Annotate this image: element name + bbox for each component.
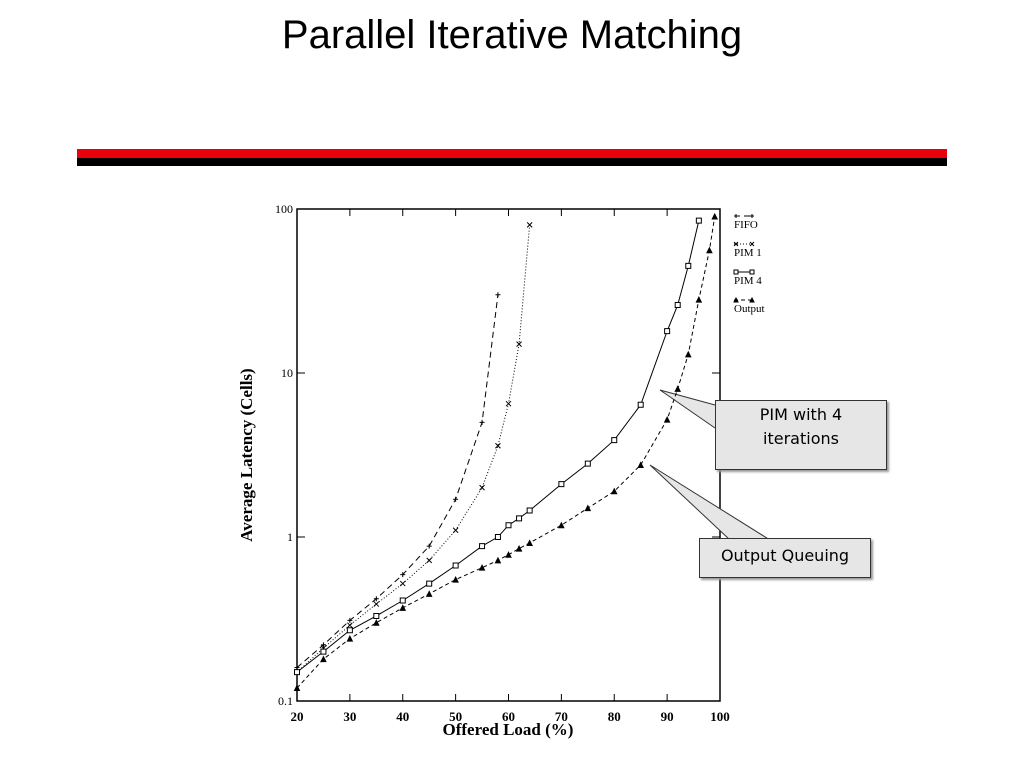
x-tick-label: 20 — [291, 709, 304, 724]
data-point — [505, 400, 512, 407]
callout: Output Queuing — [699, 538, 871, 578]
callout-text: Output Queuing — [720, 546, 850, 565]
legend-label: FIFO — [734, 219, 758, 231]
data-point — [452, 562, 459, 569]
legend-marker — [733, 241, 755, 247]
data-point — [320, 648, 327, 655]
data-point — [558, 521, 565, 529]
series-line — [296, 224, 531, 673]
data-point — [399, 604, 407, 611]
data-point — [426, 557, 433, 564]
data-point — [479, 543, 486, 550]
legend-label: PIM 4 — [734, 275, 762, 287]
data-point — [584, 460, 591, 467]
data-point — [706, 246, 713, 254]
data-point — [584, 504, 592, 512]
data-point — [452, 527, 459, 534]
data-point — [425, 590, 433, 597]
data-point — [610, 487, 618, 495]
data-point — [346, 635, 354, 642]
slide-title: Parallel Iterative Matching — [282, 13, 742, 57]
data-point — [505, 551, 512, 558]
data-point — [695, 296, 703, 303]
data-point — [400, 572, 406, 578]
x-tick-label: 40 — [396, 709, 409, 724]
data-point — [347, 617, 353, 623]
legend-label: Output — [734, 303, 765, 315]
data-point — [515, 544, 523, 552]
data-point — [373, 612, 380, 619]
data-point — [637, 461, 644, 468]
y-axis-label: Average Latency (Cells) — [237, 368, 256, 541]
data-point — [373, 601, 380, 607]
data-point — [505, 522, 512, 529]
data-point — [663, 415, 671, 423]
data-point — [611, 437, 618, 444]
callout-pointer — [649, 464, 771, 541]
data-point — [685, 262, 692, 269]
data-point — [526, 507, 533, 514]
x-tick-label: 90 — [661, 709, 674, 724]
x-tick-label: 50 — [449, 709, 462, 724]
data-point — [494, 556, 502, 564]
data-point — [320, 655, 327, 663]
legend-marker — [733, 296, 755, 303]
data-point — [399, 580, 406, 587]
callout: PIM with 4 iterations — [715, 400, 887, 470]
data-point — [479, 484, 485, 491]
legend-marker — [733, 269, 755, 275]
y-tick-label: 0.1 — [278, 694, 293, 708]
series-line — [296, 294, 499, 668]
data-point — [320, 642, 326, 648]
data-point — [494, 534, 501, 540]
plot-frame — [296, 208, 721, 702]
data-point — [684, 350, 692, 358]
data-point — [664, 328, 671, 335]
x-tick-label: 60 — [502, 709, 515, 724]
callout-text: PIM with 4 iterations — [759, 405, 843, 448]
x-axis-label: Offered Load (%) — [443, 720, 574, 739]
data-point — [674, 385, 682, 392]
data-point — [426, 543, 432, 549]
data-point — [516, 341, 522, 347]
series-line — [296, 220, 700, 673]
y-tick-label: 1 — [287, 530, 293, 544]
data-point — [516, 515, 523, 522]
black-bar — [77, 158, 947, 166]
data-point — [426, 580, 433, 587]
data-point — [674, 301, 681, 308]
data-point — [695, 217, 702, 224]
data-point — [373, 596, 379, 602]
data-point — [399, 597, 406, 604]
data-point — [558, 481, 565, 488]
data-point — [526, 539, 533, 546]
data-point — [711, 212, 719, 220]
data-point — [452, 575, 459, 583]
data-point — [495, 292, 501, 298]
data-point — [346, 627, 353, 634]
data-point — [373, 619, 380, 626]
data-point — [526, 222, 533, 228]
data-point — [495, 442, 501, 449]
data-point — [347, 622, 353, 629]
data-point — [479, 419, 485, 425]
x-tick-label: 80 — [608, 709, 621, 724]
data-point — [478, 564, 486, 571]
data-point — [293, 684, 301, 692]
data-point — [637, 401, 644, 408]
data-point — [453, 496, 459, 502]
legend-marker — [734, 214, 754, 218]
x-tick-label: 30 — [343, 709, 356, 724]
x-tick-label: 100 — [710, 709, 730, 724]
red-bar — [77, 149, 947, 158]
x-tick-label: 70 — [555, 709, 568, 724]
series-line — [296, 216, 716, 689]
y-tick-label: 10 — [281, 366, 293, 380]
y-tick-label: 100 — [275, 202, 293, 216]
data-point — [294, 669, 300, 676]
legend-label: PIM 1 — [734, 247, 762, 259]
